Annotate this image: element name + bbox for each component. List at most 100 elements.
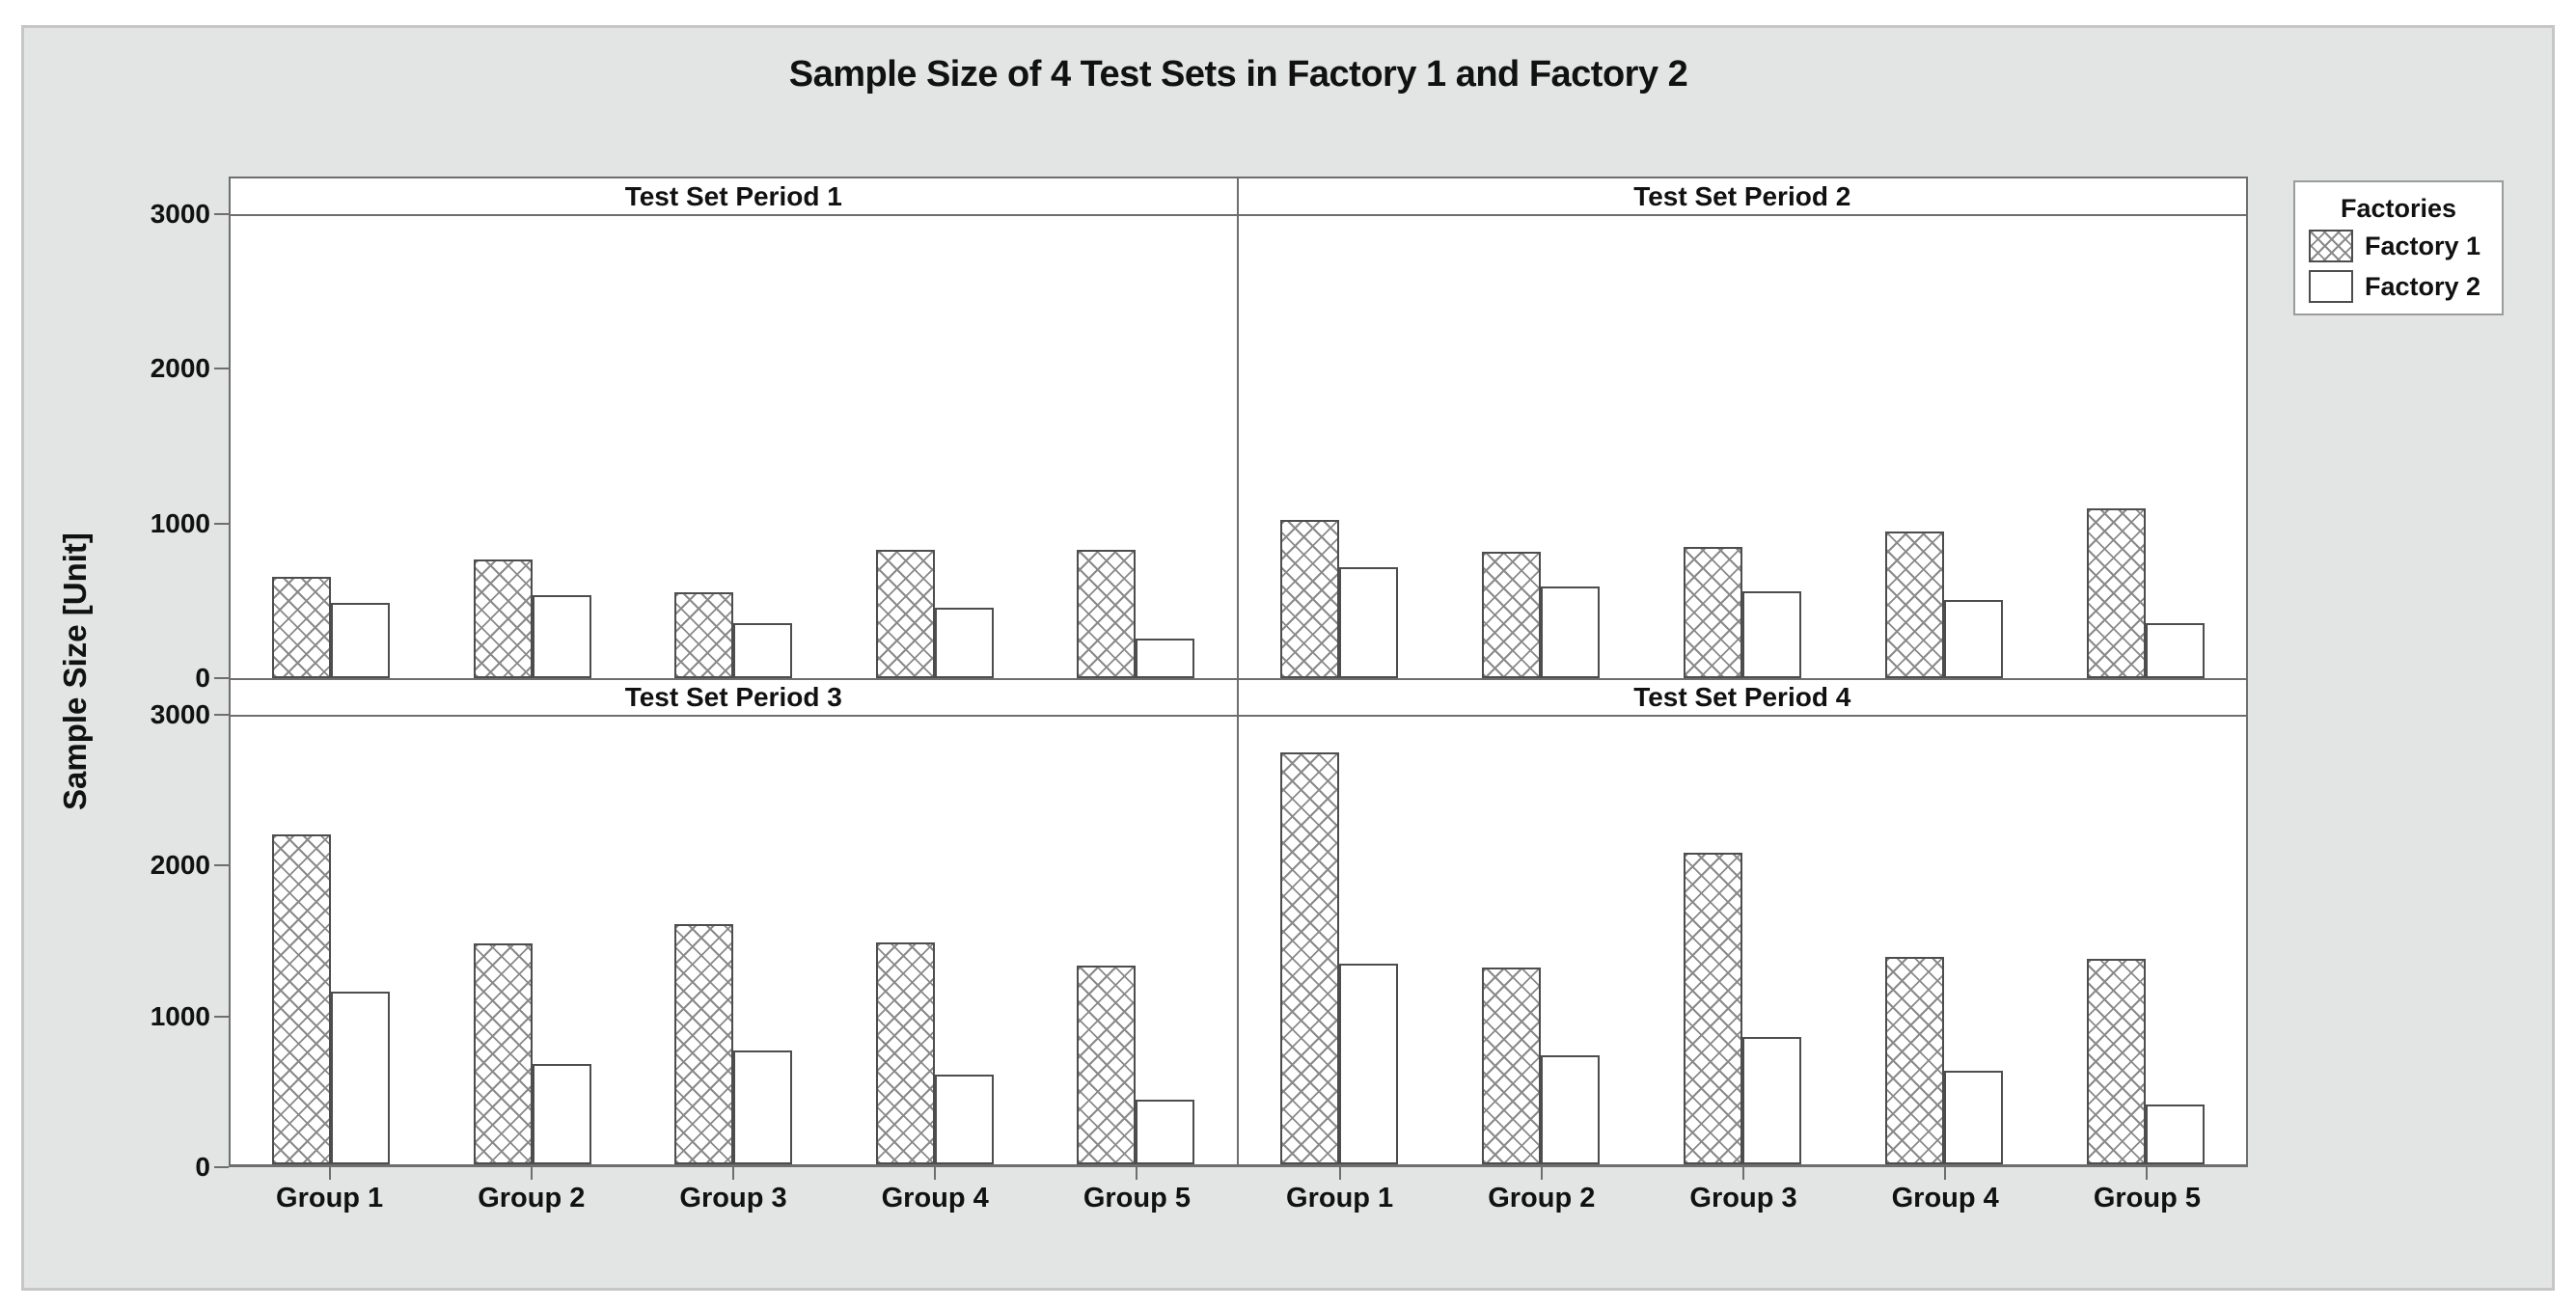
bar-test-set-period-3-factory-2-group-2: [532, 1064, 591, 1164]
x-tick-mark: [1136, 1167, 1138, 1180]
x-axis-labels-left-panel: Group 1 Group 2 Group 3 Group 4 Group 5: [229, 1183, 1238, 1214]
x-tick-mark: [2146, 1167, 2149, 1180]
bar-test-set-period-2-factory-1-group-2: [1481, 552, 1541, 678]
bar-test-set-period-1-factory-2-group-4: [934, 608, 994, 678]
bar-group-group-5: [2044, 717, 2246, 1164]
bar-test-set-period-4-factory-1-group-2: [1481, 967, 1541, 1164]
bar-test-set-period-2-factory-1-group-5: [2086, 508, 2146, 678]
x-tick-label-group-3: Group 3: [679, 1183, 787, 1214]
x-tick-mark: [1338, 1167, 1341, 1180]
bar-group-group-2: [1439, 216, 1641, 678]
bar-test-set-period-3-factory-1-group-5: [1077, 966, 1137, 1164]
white-swatch-icon: [2309, 269, 2353, 303]
x-tick-label-group-5: Group 5: [1082, 1183, 1191, 1214]
bar-test-set-period-4-factory-1-group-4: [1884, 957, 1944, 1164]
bar-test-set-period-2-factory-1-group-4: [1884, 532, 1944, 678]
bar-group-group-1: [1239, 216, 1440, 678]
bar-test-set-period-1-factory-1-group-5: [1077, 550, 1137, 678]
bar-group-group-2: [432, 216, 634, 678]
crosshatch-swatch-icon: [2309, 230, 2353, 262]
bar-test-set-period-1-factory-1-group-1: [272, 577, 332, 678]
x-tick-mark: [1742, 1167, 1744, 1180]
x-tick-mark: [732, 1167, 734, 1180]
x-axis-ticks-left-panel: [229, 1167, 1238, 1180]
plot-area-period-4: [1238, 717, 2246, 1164]
bar-group-group-5: [1035, 216, 1237, 678]
x-tick-label-group-4: Group 4: [1891, 1183, 1999, 1214]
plot-area-period-3: [231, 717, 1239, 1164]
bar-group-group-4: [835, 717, 1036, 1164]
plot-area-period-2: [1238, 216, 2246, 680]
bar-test-set-period-1-factory-1-group-4: [875, 549, 935, 678]
bar-test-set-period-3-factory-2-group-5: [1136, 1099, 1195, 1164]
bar-group-group-4: [1843, 717, 2044, 1164]
bar-test-set-period-1-factory-2-group-3: [733, 623, 793, 678]
bar-test-set-period-2-factory-2-group-2: [1540, 586, 1600, 678]
y-axis-title: Sample Size [Unit]: [57, 532, 93, 811]
bar-test-set-period-4-factory-2-group-5: [2145, 1104, 2205, 1164]
bar-test-set-period-1-factory-1-group-3: [674, 592, 734, 678]
legend-label-factory-1: Factory 1: [2365, 232, 2481, 260]
legend-entry-factory-2: Factory 2: [2303, 269, 2494, 303]
x-tick-label-group-3: Group 3: [1689, 1183, 1797, 1214]
bar-test-set-period-2-factory-2-group-1: [1338, 567, 1398, 678]
bar-test-set-period-1-factory-2-group-1: [331, 602, 391, 678]
chart-title: Sample Size of 4 Test Sets in Factory 1 …: [788, 54, 1688, 95]
bar-test-set-period-3-factory-2-group-4: [934, 1075, 994, 1164]
bar-test-set-period-1-factory-2-group-5: [1136, 638, 1195, 678]
bar-test-set-period-3-factory-1-group-2: [473, 943, 533, 1164]
panel-header-period-4: Test Set Period 4: [1238, 680, 2246, 717]
x-tick-label-group-4: Group 4: [881, 1183, 989, 1214]
legend-entry-factory-1: Factory 1: [2303, 230, 2494, 262]
bar-test-set-period-3-factory-1-group-3: [674, 924, 734, 1164]
bar-test-set-period-4-factory-1-group-5: [2086, 959, 2146, 1164]
x-tick-mark: [328, 1167, 331, 1180]
bar-test-set-period-4-factory-2-group-1: [1338, 963, 1398, 1164]
bar-group-group-4: [835, 216, 1036, 678]
x-tick-label-group-2: Group 2: [478, 1183, 586, 1214]
x-tick-mark: [1944, 1167, 1947, 1180]
x-tick-label-group-2: Group 2: [1488, 1183, 1596, 1214]
bar-test-set-period-1-factory-1-group-2: [473, 559, 533, 678]
bar-test-set-period-2-factory-2-group-4: [1943, 600, 2003, 678]
plot-area-period-1: [231, 216, 1239, 680]
bar-test-set-period-3-factory-2-group-1: [331, 991, 391, 1164]
panel-header-period-2: Test Set Period 2: [1238, 178, 2246, 216]
bar-test-set-period-2-factory-2-group-3: [1741, 590, 1801, 678]
bar-group-group-4: [1843, 216, 2044, 678]
bar-group-group-2: [1439, 717, 1641, 1164]
panel-header-period-3: Test Set Period 3: [231, 680, 1239, 717]
legend-title: Factories: [2340, 193, 2457, 223]
bar-group-group-1: [1239, 717, 1440, 1164]
bar-group-group-1: [231, 717, 432, 1164]
bar-group-group-1: [231, 216, 432, 678]
bar-test-set-period-3-factory-1-group-4: [875, 941, 935, 1164]
bar-group-group-5: [1035, 717, 1237, 1164]
x-tick-label-group-5: Group 5: [2093, 1183, 2201, 1214]
panel-header-period-1: Test Set Period 1: [231, 178, 1239, 216]
bar-test-set-period-4-factory-1-group-3: [1683, 852, 1742, 1164]
bar-test-set-period-3-factory-2-group-3: [733, 1050, 793, 1164]
bar-test-set-period-4-factory-2-group-2: [1540, 1055, 1600, 1164]
bar-test-set-period-2-factory-1-group-1: [1279, 519, 1339, 678]
x-tick-label-group-1: Group 1: [1286, 1183, 1394, 1214]
legend-label-factory-2: Factory 2: [2365, 271, 2481, 301]
bar-test-set-period-2-factory-1-group-3: [1683, 547, 1742, 678]
bar-group-group-3: [1641, 717, 1843, 1164]
panel-grid: Test Set Period 1 Test Set Period 2 Test…: [229, 177, 2248, 1167]
bar-group-group-3: [1641, 216, 1843, 678]
x-tick-mark: [530, 1167, 533, 1180]
x-axis-labels-right-panel: Group 1 Group 2 Group 3 Group 4 Group 5: [1239, 1183, 2248, 1214]
bar-test-set-period-4-factory-2-group-4: [1943, 1070, 2003, 1164]
bar-test-set-period-2-factory-2-group-5: [2145, 623, 2205, 678]
bar-group-group-2: [432, 717, 634, 1164]
bar-test-set-period-4-factory-1-group-1: [1279, 752, 1339, 1164]
x-tick-mark: [934, 1167, 937, 1180]
bar-group-group-3: [633, 717, 835, 1164]
bar-group-group-3: [633, 216, 835, 678]
x-axis-ticks-right-panel: [1239, 1167, 2248, 1180]
bar-test-set-period-4-factory-2-group-3: [1741, 1036, 1801, 1164]
bar-test-set-period-1-factory-2-group-2: [532, 594, 591, 678]
bar-test-set-period-3-factory-1-group-1: [272, 834, 332, 1164]
